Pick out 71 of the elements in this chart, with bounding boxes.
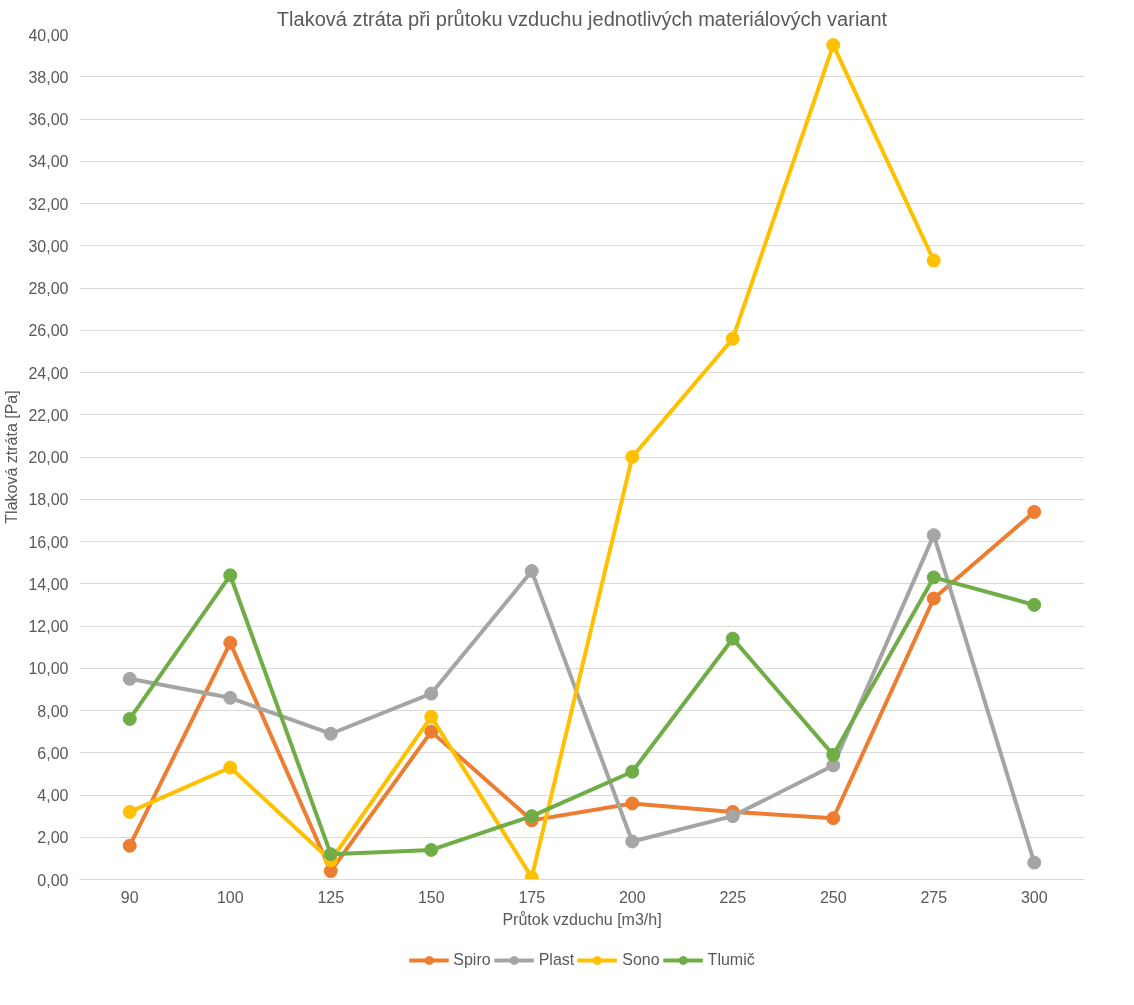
legend-label: Plast (538, 951, 575, 969)
point (826, 38, 841, 53)
point (725, 809, 740, 824)
y-tick-label: 12,00 (28, 618, 69, 635)
point (1027, 504, 1042, 519)
point (424, 724, 439, 739)
x-tick-label: 175 (518, 888, 546, 906)
y-tick-label: 2,00 (37, 829, 69, 847)
point (524, 809, 539, 824)
point (826, 747, 841, 762)
y-tick-label: 26,00 (28, 322, 69, 340)
x-tick-label: 150 (417, 888, 445, 906)
point (625, 764, 640, 779)
x-axis-title: Průtok vzduchu [m3/h] (502, 910, 662, 928)
point (1027, 855, 1042, 870)
point (223, 760, 238, 775)
y-tick-label: 34,00 (28, 153, 69, 171)
point (122, 671, 137, 686)
x-tick-label: 100 (216, 888, 244, 906)
y-tick-label: 6,00 (37, 744, 69, 762)
x-tick-label: 90 (120, 888, 139, 906)
point (524, 564, 539, 579)
y-tick-label: 36,00 (28, 111, 69, 128)
x-tick-label: 225 (719, 888, 747, 906)
x-tick-label: 300 (1020, 888, 1048, 906)
y-tick-label: 20,00 (28, 449, 69, 466)
point (122, 838, 137, 853)
y-tick-label: 4,00 (37, 787, 69, 804)
x-tick-label: 125 (317, 888, 345, 906)
legend-label: Sono (622, 951, 660, 969)
point (725, 631, 740, 646)
y-tick-label: 24,00 (28, 364, 69, 382)
point (424, 709, 439, 724)
y-axis-title: Tlaková ztráta [Pa] (3, 390, 21, 524)
point (725, 331, 740, 346)
y-tick-label: 28,00 (28, 280, 69, 297)
chart-title: Tlaková ztráta při průtoku vzduchu jednotlivých materiálových variant (276, 7, 888, 30)
y-tick-label: 32,00 (28, 195, 69, 213)
y-tick-label: 8,00 (37, 702, 69, 720)
y-tick-label: 0,00 (37, 871, 69, 889)
y-tick-label: 30,00 (28, 237, 69, 255)
y-tick-label: 38,00 (28, 68, 69, 86)
point (926, 528, 941, 543)
legend-label: Spiro (453, 951, 491, 969)
point (625, 450, 640, 464)
point (926, 253, 941, 268)
x-tick-label: 200 (618, 888, 646, 906)
point (1027, 597, 1042, 612)
y-tick-label: 16,00 (28, 533, 69, 551)
y-tick-label: 10,00 (28, 660, 69, 678)
point (323, 726, 338, 741)
point (223, 635, 238, 650)
point (122, 804, 137, 819)
point (625, 834, 640, 849)
point (122, 711, 137, 726)
legend-label: Tlumič (707, 951, 755, 969)
y-tick-label: 18,00 (28, 491, 69, 509)
y-tick-label: 22,00 (28, 406, 69, 424)
point (926, 591, 941, 606)
y-tick-label: 14,00 (28, 575, 69, 593)
point (926, 570, 941, 585)
point (223, 690, 238, 705)
x-tick-label: 250 (819, 888, 847, 906)
point (826, 811, 841, 826)
point (223, 568, 238, 583)
point (424, 842, 439, 857)
point (625, 796, 640, 811)
point (323, 847, 338, 862)
y-tick-label: 40,00 (28, 26, 69, 44)
point (424, 686, 439, 701)
x-tick-label: 275 (920, 888, 948, 906)
